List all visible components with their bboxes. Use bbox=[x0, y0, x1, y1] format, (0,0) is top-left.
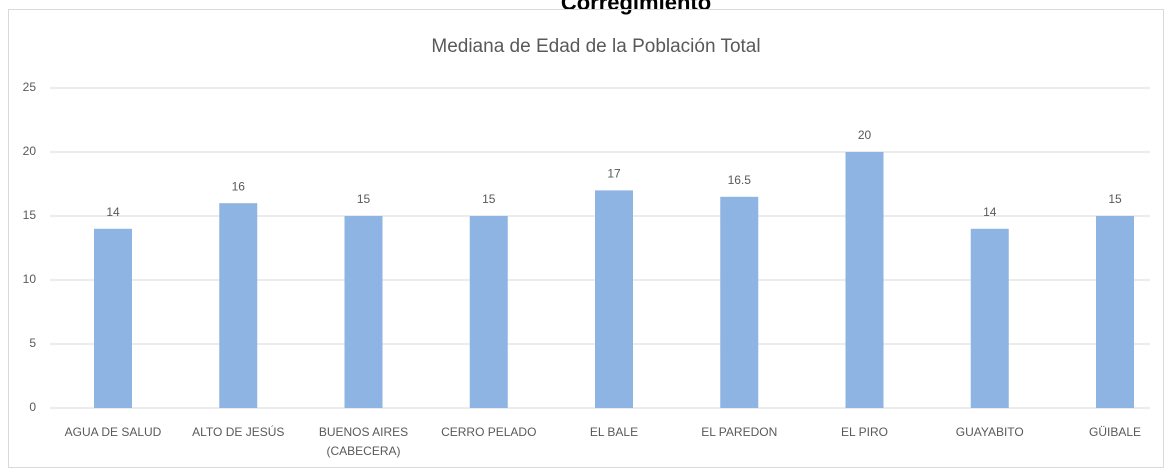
x-tick-label: ALTO DE JESÚS bbox=[192, 424, 284, 439]
chart-title: Mediana de Edad de la Población Total bbox=[431, 36, 760, 57]
x-tick-label: EL PAREDON bbox=[701, 425, 777, 439]
x-tick-label: EL BALE bbox=[590, 425, 638, 439]
data-label: 16.5 bbox=[728, 173, 752, 187]
data-label: 16 bbox=[232, 179, 246, 193]
y-tick-label: 10 bbox=[23, 272, 37, 286]
y-tick-label: 25 bbox=[23, 80, 37, 94]
bar bbox=[970, 228, 1009, 408]
bar bbox=[469, 216, 508, 408]
x-tick-label: AGUA DE SALUD bbox=[65, 425, 162, 439]
bar bbox=[595, 190, 633, 408]
page-title: Corregimiento bbox=[561, 0, 711, 15]
data-label: 20 bbox=[858, 128, 872, 142]
y-tick-label: 5 bbox=[29, 336, 36, 350]
bar bbox=[720, 196, 759, 408]
bar bbox=[344, 216, 383, 408]
y-tick-label: 15 bbox=[23, 208, 37, 222]
data-label: 14 bbox=[106, 205, 120, 219]
chart-frame bbox=[8, 9, 1164, 468]
x-tick-label: CERRO PELADO bbox=[441, 425, 536, 439]
x-tick-label: GUAYABITO bbox=[956, 425, 1024, 439]
data-label: 15 bbox=[357, 192, 371, 206]
bar bbox=[219, 203, 258, 408]
y-tick-label: 0 bbox=[29, 400, 36, 414]
data-label: 14 bbox=[983, 205, 997, 219]
x-tick-label: BUENOS AIRES (CABECERA) bbox=[319, 425, 408, 458]
x-tick-label: EL PIRO bbox=[841, 425, 888, 439]
bar bbox=[845, 152, 884, 408]
data-label: 15 bbox=[1108, 192, 1122, 206]
data-label: 15 bbox=[482, 192, 496, 206]
data-label: 17 bbox=[607, 167, 621, 181]
bar bbox=[1096, 216, 1134, 408]
bar bbox=[94, 228, 132, 408]
x-tick-label: GÜIBALE bbox=[1089, 425, 1141, 439]
y-tick-label: 20 bbox=[23, 144, 37, 158]
